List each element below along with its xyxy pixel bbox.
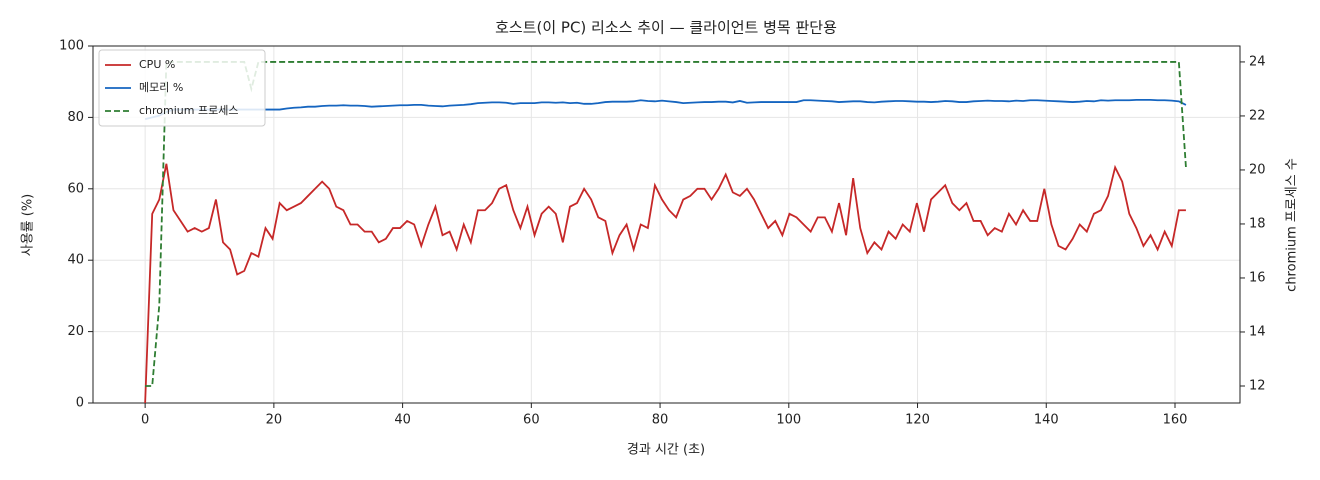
y-axis-label: 사용률 (%) [21,194,36,257]
legend-label: chromium 프로세스 [139,104,238,117]
y-tick-label: 20 [67,324,84,339]
legend: CPU % 메모리 % chromium 프로세스 [98,49,266,127]
y-tick-label: 60 [67,181,84,196]
x-tick-label: 120 [905,413,930,428]
series-line [144,163,1186,404]
x-tick-label: 40 [394,413,411,428]
legend-label: CPU % [139,58,175,71]
chart-title: 호스트(이 PC) 리소스 추이 — 클라이언트 병목 판단용 [495,19,837,37]
y-tick-label: 100 [59,39,84,54]
y2-tick-label: 22 [1249,108,1266,123]
y-tick-label: 80 [67,110,84,125]
series-line [145,61,1187,387]
y-tick-label: 0 [76,396,84,411]
x-tick-label: 20 [266,413,283,428]
legend-box [98,49,266,127]
y2-axis-label: chromium 프로세스 수 [1285,158,1300,292]
legend-label: 메모리 % [139,81,183,94]
x-tick-label: 80 [652,413,669,428]
y2-tick-label: 20 [1249,162,1266,177]
plot-frame [92,45,1241,404]
y2-tick-label: 14 [1249,324,1266,339]
y2-tick-label: 24 [1249,54,1266,69]
x-tick-label: 160 [1163,413,1188,428]
y-tick-label: 40 [67,253,84,268]
x-axis-label: 경과 시간 (초) [627,443,705,458]
y2-tick-label: 16 [1249,270,1266,285]
x-tick-label: 60 [523,413,540,428]
y2-tick-label: 12 [1249,378,1266,393]
x-tick-label: 100 [776,413,801,428]
x-tick-label: 140 [1034,413,1059,428]
x-tick-label: 0 [141,413,149,428]
series-line [144,99,1187,121]
y2-tick-label: 18 [1249,216,1266,231]
